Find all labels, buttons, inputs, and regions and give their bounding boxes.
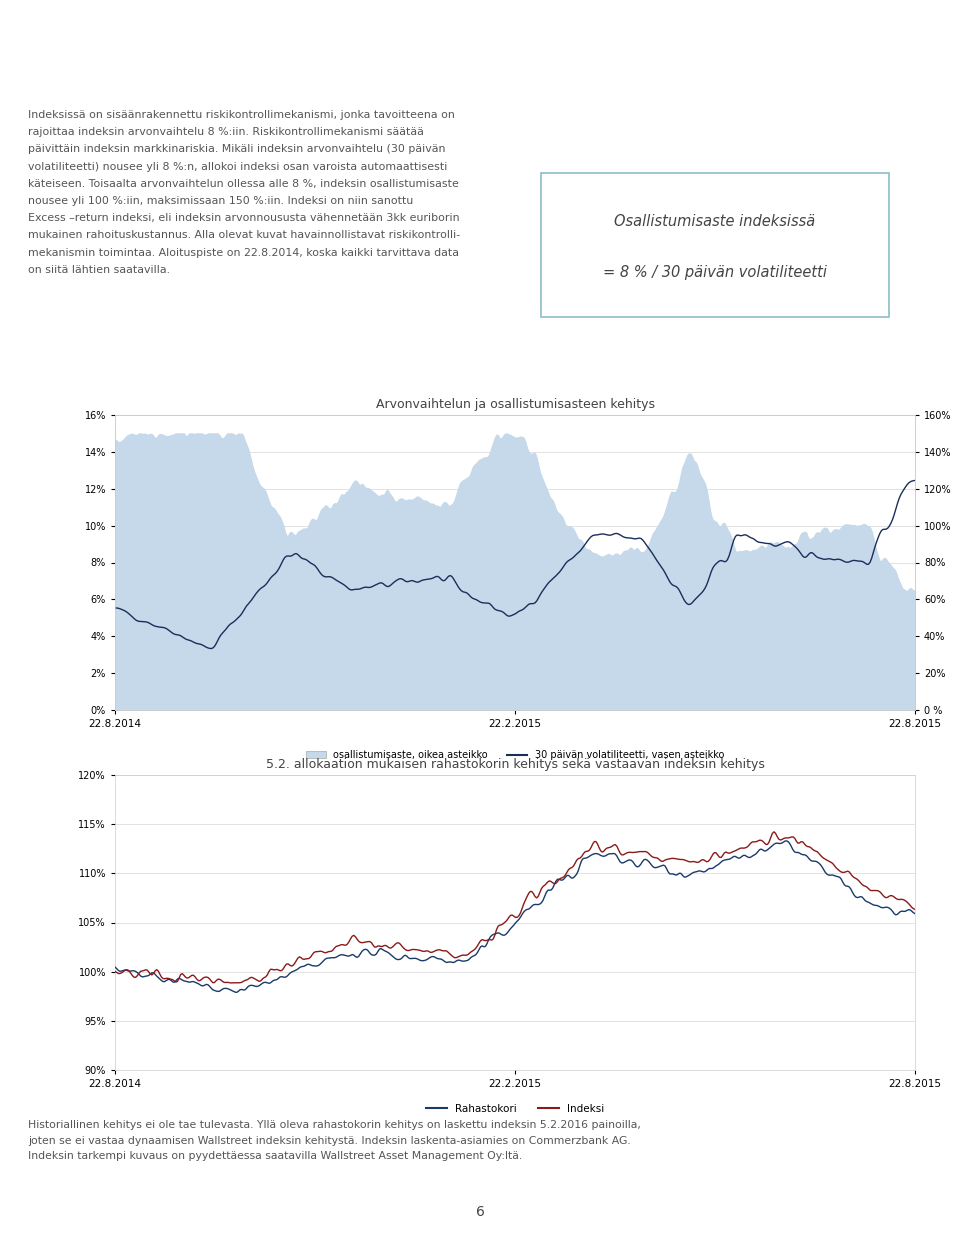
Text: WALLSTREET -INDEKSIN RISKIKONTROLLIMEKANISMI: WALLSTREET -INDEKSIN RISKIKONTROLLIMEKAN… <box>29 27 688 47</box>
FancyBboxPatch shape <box>541 173 889 317</box>
Text: = 8 % / 30 päivän volatiliteetti: = 8 % / 30 päivän volatiliteetti <box>603 265 827 280</box>
Legend: osallistumisaste, oikea asteikko, 30 päivän volatiliteetti, vasen asteikko: osallistumisaste, oikea asteikko, 30 päi… <box>302 746 728 764</box>
Text: Historiallinen kehitys ei ole tae tulevasta. Yllä oleva rahastokorin kehitys on : Historiallinen kehitys ei ole tae tuleva… <box>28 1120 641 1161</box>
Text: Indeksissä on sisäänrakennettu riskikontrollimekanismi, jonka tavoitteena on
raj: Indeksissä on sisäänrakennettu riskikont… <box>28 110 460 275</box>
Text: 6: 6 <box>475 1206 485 1219</box>
Legend: Rahastokori, Indeksi: Rahastokori, Indeksi <box>421 1099 609 1118</box>
Title: Arvonvaihtelun ja osallistumisasteen kehitys: Arvonvaihtelun ja osallistumisasteen keh… <box>375 398 655 411</box>
Title: 5.2. allokaation mukaisen rahastokorin kehitys sekä vastaavan indeksin kehitys: 5.2. allokaation mukaisen rahastokorin k… <box>266 758 764 771</box>
Text: Osallistumisaste indeksissä: Osallistumisaste indeksissä <box>614 213 816 228</box>
